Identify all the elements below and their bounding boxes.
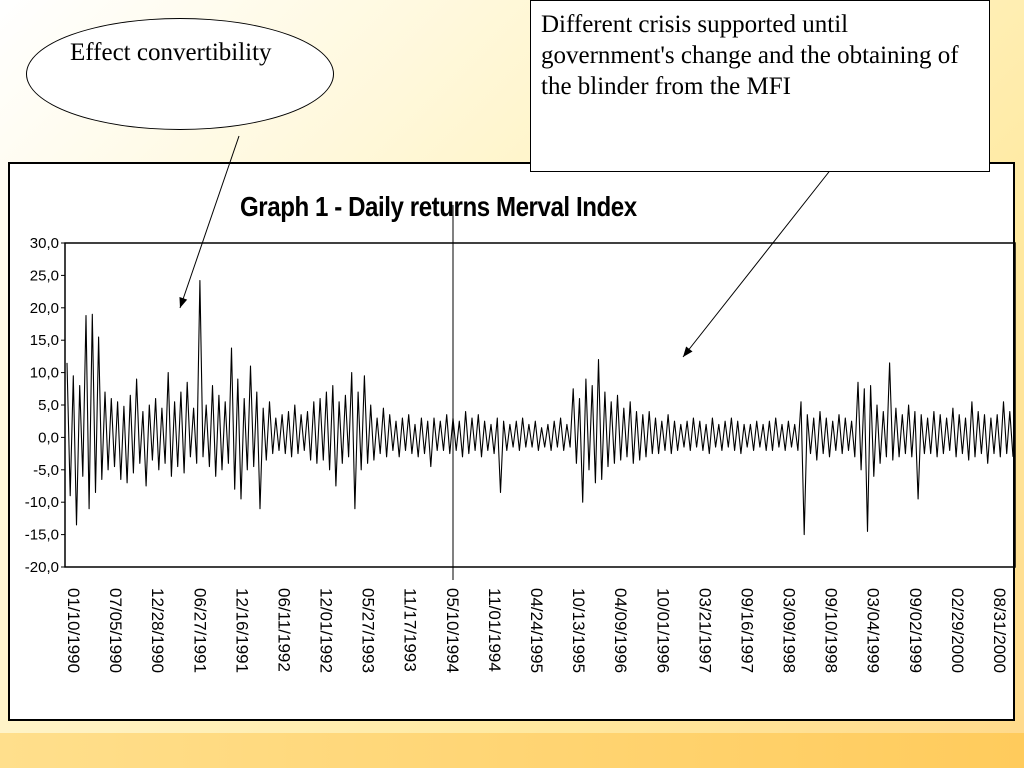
y-tick-label: 0,0 (38, 429, 59, 446)
ellipse-arrow (179, 135, 240, 309)
x-tick-label: 04/09/1996 (611, 588, 630, 673)
x-tick-label: 06/27/1991 (190, 588, 209, 673)
y-tick-label: -15,0 (25, 527, 59, 544)
x-tick-label: 05/27/1993 (359, 588, 378, 673)
x-tick-label: 08/31/2000 (990, 588, 1009, 673)
x-tick-label: 10/01/1996 (653, 588, 672, 673)
x-tick-label: 03/09/1998 (780, 588, 799, 673)
x-tick-label: 09/16/1997 (737, 588, 756, 673)
x-tick-label: 11/01/1994 (485, 588, 504, 672)
y-tick-label: 15,0 (30, 332, 59, 349)
x-tick-label: 10/13/1995 (569, 588, 588, 673)
x-tick-label: 12/28/1990 (148, 588, 167, 673)
y-tick-label: 10,0 (30, 365, 59, 382)
box-callout-text: Different crisis supported until governm… (530, 0, 990, 172)
x-tick-label: 03/04/1999 (864, 588, 883, 673)
x-tick-label: 12/16/1991 (232, 588, 251, 673)
y-tick-label: -5,0 (33, 462, 59, 479)
x-tick-label: 09/02/1999 (906, 588, 925, 673)
y-tick-label: 20,0 (30, 300, 59, 317)
box-arrow (682, 167, 833, 358)
x-tick-label: 07/05/1990 (106, 588, 125, 673)
ellipse-callout-text: Effect convertibility (70, 39, 272, 66)
ellipse-callout (26, 18, 334, 130)
x-tick-label: 02/29/2000 (948, 588, 967, 673)
y-tick-label: 5,0 (38, 397, 59, 414)
x-tick-label: 06/11/1992 (274, 588, 293, 672)
x-tick-label: 12/01/1992 (317, 588, 336, 673)
y-tick-label: -10,0 (25, 494, 59, 511)
series-line (66, 280, 1014, 536)
x-tick-label: 03/21/1997 (695, 588, 714, 673)
x-tick-label: 05/10/1994 (443, 588, 462, 673)
plot-frame (64, 242, 1016, 568)
x-tick-label: 09/10/1998 (822, 588, 841, 673)
box-arrow-head (683, 346, 693, 357)
y-tick-label: 25,0 (30, 267, 59, 284)
x-tick-label: 04/24/1995 (527, 588, 546, 673)
x-tick-label: 01/10/1990 (64, 588, 83, 673)
x-tick-label: 11/17/1993 (401, 588, 420, 672)
y-tick-label: 30,0 (30, 235, 59, 252)
ellipse-arrow-head (179, 297, 188, 308)
chart-title: Graph 1 - Daily returns Merval Index (240, 191, 637, 222)
y-tick-label: -20,0 (25, 559, 59, 576)
footer-band (0, 733, 1024, 768)
